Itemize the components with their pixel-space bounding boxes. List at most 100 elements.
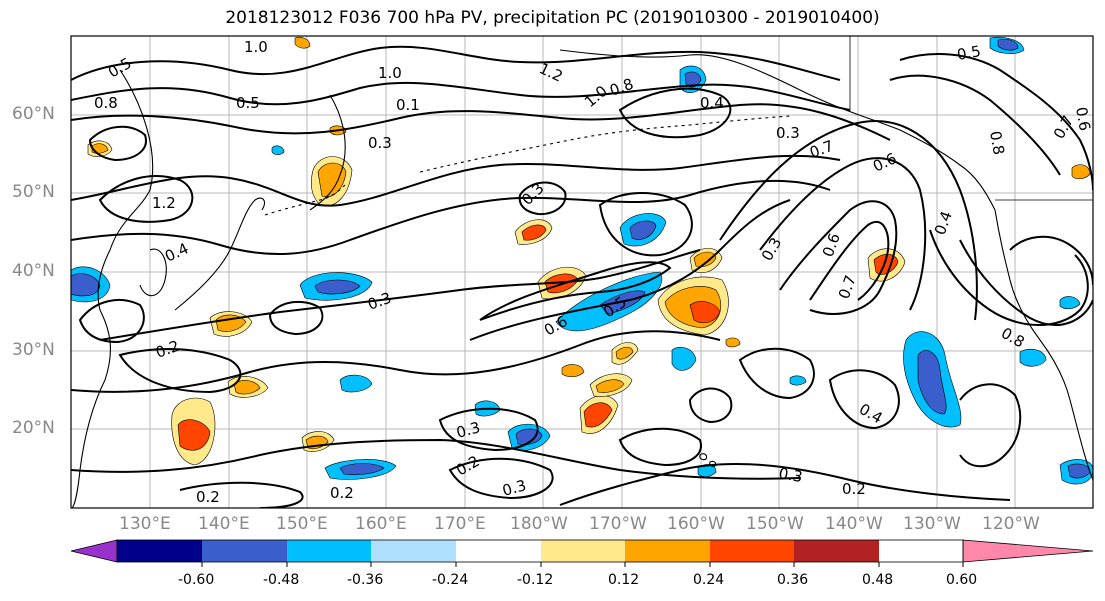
- precip-blob: [314, 279, 361, 295]
- pv-contours: [71, 45, 1093, 508]
- contour-label: 0.5: [236, 94, 260, 112]
- precip-blob: [1071, 164, 1091, 180]
- precip-blob: [271, 145, 285, 155]
- contour-label: 0.3: [776, 124, 800, 142]
- contour-label: 0.8: [986, 130, 1008, 157]
- pv-contour: [71, 154, 841, 207]
- pv-contour: [179, 481, 304, 508]
- contour-label: 0.2: [842, 480, 866, 498]
- contour-label: 0.3: [500, 476, 528, 500]
- pv-contour: [1009, 235, 1093, 286]
- lat-label: 60°N: [12, 104, 55, 124]
- precip-blob: [177, 419, 211, 451]
- pv-contour: [118, 348, 242, 394]
- contour-label: 0.4: [700, 94, 724, 112]
- colorbar-frame: [116, 539, 964, 563]
- contour-label: 1.0: [378, 64, 402, 82]
- precip-blob: [725, 337, 741, 348]
- colorbar-tick-label: 0.48: [862, 572, 894, 588]
- lon-label: 160°E: [355, 514, 407, 534]
- alaska-coast: [559, 49, 996, 211]
- pv-contour: [929, 229, 1089, 326]
- precip-blob: [689, 301, 721, 324]
- pv-contour: [438, 407, 539, 452]
- pv-contour: [268, 300, 324, 336]
- pv-contour: [899, 53, 1093, 191]
- contour-label: 0.5: [956, 42, 983, 64]
- lon-label: 170°W: [589, 514, 647, 534]
- precip-blob: [215, 314, 247, 332]
- lon-label: 150°W: [746, 514, 804, 534]
- colorbar-tick-label: 0.60: [946, 572, 978, 588]
- pv-contour: [719, 120, 978, 321]
- precip-blob: [1059, 296, 1081, 310]
- colorbar-segment: [202, 540, 287, 562]
- pv-contour: [559, 462, 1011, 506]
- colorbar-segment: [117, 540, 202, 562]
- lon-label: 140°W: [825, 514, 883, 534]
- lon-label: 170°E: [434, 514, 486, 534]
- lon-label: 140°E: [198, 514, 250, 534]
- lon-label: 160°W: [667, 514, 725, 534]
- precip-blob: [521, 224, 547, 241]
- colorbar-segment: [287, 540, 371, 562]
- pv-contour: [959, 383, 1022, 468]
- aleutian-chain: [419, 115, 791, 173]
- pv-contour: [959, 239, 1093, 326]
- contour-label: 0.8: [94, 94, 118, 112]
- pv-contour: [98, 175, 194, 223]
- colorbar-segment: [625, 540, 710, 562]
- pv-contour: [71, 103, 891, 141]
- colorbar-tick-label: -0.12: [517, 572, 554, 588]
- precip-blob: [583, 402, 613, 428]
- pv-contour: [479, 261, 672, 321]
- precip-blob: [91, 143, 109, 154]
- precip-blob: [317, 162, 347, 198]
- contour-label: 1.0: [244, 38, 268, 56]
- north-america-coast: [994, 209, 1093, 481]
- lon-label: 150°E: [276, 514, 328, 534]
- colorbar-tick-label: 0.24: [693, 572, 725, 588]
- lat-label: 50°N: [12, 182, 55, 202]
- pv-contour: [71, 81, 851, 111]
- contour-label: 0.3: [454, 418, 482, 442]
- colorbar-tick-label: -0.24: [432, 572, 469, 588]
- pv-contour: [71, 179, 831, 256]
- pv-contour: [448, 457, 554, 500]
- coastlines: [71, 36, 1093, 508]
- precip-blob: [917, 350, 947, 415]
- precip-blob: [1019, 348, 1047, 367]
- precip-blob: [71, 273, 101, 297]
- precip-blob: [789, 375, 807, 386]
- lon-label: 130°E: [119, 514, 171, 534]
- colorbar: [70, 539, 1094, 567]
- precip-blob: [561, 364, 585, 378]
- pv-contour: [889, 74, 1061, 176]
- precip-blob: [629, 220, 657, 240]
- colorbar-segment: [371, 540, 456, 562]
- colorbar-tick-label: -0.60: [178, 572, 215, 588]
- pv-contour: [99, 249, 701, 341]
- precip-negative-areas: [71, 37, 1093, 485]
- pv-contour: [618, 427, 702, 467]
- contour-label: 0.3: [777, 464, 804, 486]
- pv-contour: [809, 220, 890, 301]
- precip-blob: [339, 374, 373, 393]
- japan-coast: [174, 197, 265, 311]
- colorbar-tick-label: -0.48: [263, 572, 300, 588]
- map-frame: [70, 35, 1094, 509]
- pv-contour: [598, 192, 693, 257]
- lon-label: 120°W: [982, 514, 1040, 534]
- precip-blob: [233, 380, 261, 395]
- map-panel: 1.0 1.0 0.5 0.8 1.2 1.2 0.5 0.4 0.3 0.3 …: [71, 36, 1093, 508]
- lat-label: 20°N: [12, 418, 55, 438]
- pv-contour: [78, 299, 145, 344]
- lat-label: 30°N: [12, 340, 55, 360]
- korea-coast: [139, 248, 167, 297]
- precip-blob: [615, 346, 634, 360]
- colorbar-tick-label: 0.36: [777, 572, 809, 588]
- contour-label: 0.2: [196, 488, 220, 506]
- pv-contour: [738, 347, 815, 400]
- pv-contour: [71, 438, 801, 480]
